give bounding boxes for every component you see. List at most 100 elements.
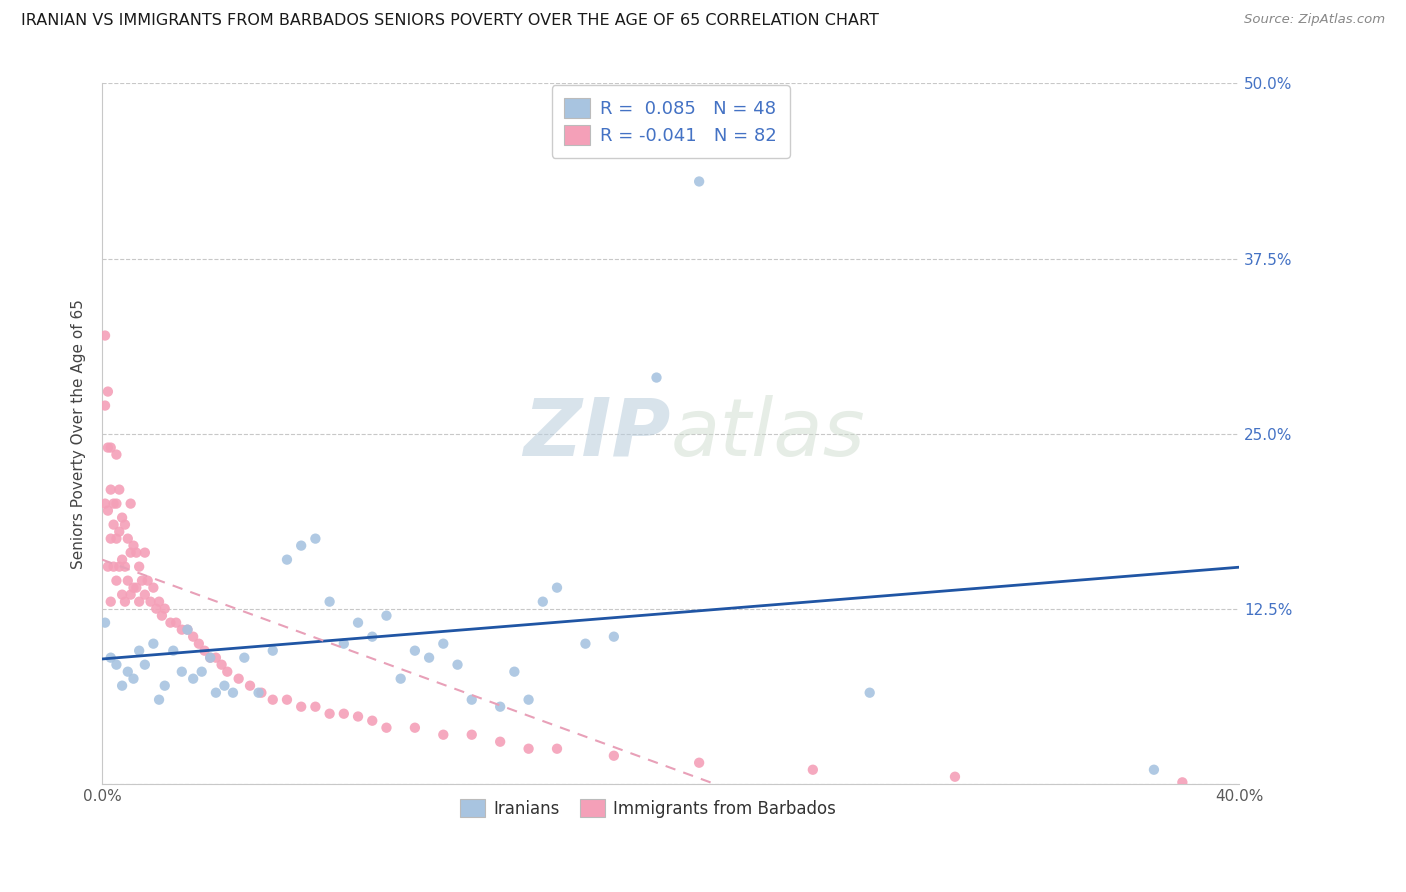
Point	[97, 503, 120, 517]
Point	[162, 643, 184, 657]
Point	[165, 615, 187, 630]
Point	[404, 721, 426, 735]
Point	[200, 650, 222, 665]
Point	[159, 615, 181, 630]
Point	[181, 672, 204, 686]
Point	[100, 483, 122, 497]
Point	[111, 588, 134, 602]
Point	[250, 686, 273, 700]
Point	[134, 546, 156, 560]
Point	[290, 699, 312, 714]
Point	[120, 497, 142, 511]
Point	[1171, 775, 1194, 789]
Point	[546, 741, 568, 756]
Point	[418, 650, 440, 665]
Point	[574, 637, 596, 651]
Y-axis label: Seniors Poverty Over the Age of 65: Seniors Poverty Over the Age of 65	[72, 299, 86, 568]
Point	[333, 637, 356, 651]
Point	[375, 721, 398, 735]
Point	[111, 510, 134, 524]
Point	[108, 483, 131, 497]
Point	[262, 643, 284, 657]
Text: ZIP: ZIP	[523, 394, 671, 473]
Point	[205, 686, 228, 700]
Point	[125, 581, 148, 595]
Point	[103, 559, 125, 574]
Point	[153, 601, 176, 615]
Point	[103, 497, 125, 511]
Point	[145, 601, 167, 615]
Point	[136, 574, 159, 588]
Point	[304, 532, 326, 546]
Point	[108, 559, 131, 574]
Point	[503, 665, 526, 679]
Point	[517, 692, 540, 706]
Point	[125, 546, 148, 560]
Point	[122, 672, 145, 686]
Point	[100, 595, 122, 609]
Point	[170, 665, 193, 679]
Point	[239, 679, 262, 693]
Point	[105, 657, 128, 672]
Point	[148, 692, 170, 706]
Point	[105, 574, 128, 588]
Point	[205, 650, 228, 665]
Point	[233, 650, 256, 665]
Point	[97, 384, 120, 399]
Point	[603, 748, 626, 763]
Point	[100, 650, 122, 665]
Point	[142, 581, 165, 595]
Point	[153, 679, 176, 693]
Point	[262, 692, 284, 706]
Point	[461, 692, 484, 706]
Point	[117, 574, 139, 588]
Point	[943, 770, 966, 784]
Point	[461, 728, 484, 742]
Point	[517, 741, 540, 756]
Point	[318, 595, 340, 609]
Point	[142, 637, 165, 651]
Text: Source: ZipAtlas.com: Source: ZipAtlas.com	[1244, 13, 1385, 27]
Point	[128, 595, 150, 609]
Point	[304, 699, 326, 714]
Point	[489, 735, 512, 749]
Point	[801, 763, 824, 777]
Point	[150, 608, 173, 623]
Point	[361, 714, 384, 728]
Point	[190, 665, 212, 679]
Point	[94, 328, 117, 343]
Text: atlas: atlas	[671, 394, 866, 473]
Point	[139, 595, 162, 609]
Point	[128, 643, 150, 657]
Point	[531, 595, 554, 609]
Point	[134, 588, 156, 602]
Point	[105, 448, 128, 462]
Point	[122, 539, 145, 553]
Point	[105, 532, 128, 546]
Point	[187, 637, 209, 651]
Point	[120, 546, 142, 560]
Point	[276, 692, 298, 706]
Point	[131, 574, 153, 588]
Point	[200, 650, 222, 665]
Point	[128, 559, 150, 574]
Point	[111, 552, 134, 566]
Point	[361, 630, 384, 644]
Point	[170, 623, 193, 637]
Point	[217, 665, 239, 679]
Point	[193, 643, 215, 657]
Point	[176, 623, 198, 637]
Point	[134, 657, 156, 672]
Point	[318, 706, 340, 721]
Point	[446, 657, 468, 672]
Point	[489, 699, 512, 714]
Point	[100, 532, 122, 546]
Point	[603, 630, 626, 644]
Point	[105, 497, 128, 511]
Text: IRANIAN VS IMMIGRANTS FROM BARBADOS SENIORS POVERTY OVER THE AGE OF 65 CORRELATI: IRANIAN VS IMMIGRANTS FROM BARBADOS SENI…	[21, 13, 879, 29]
Point	[859, 686, 882, 700]
Point	[114, 595, 136, 609]
Point	[347, 615, 370, 630]
Point	[688, 174, 710, 188]
Point	[114, 559, 136, 574]
